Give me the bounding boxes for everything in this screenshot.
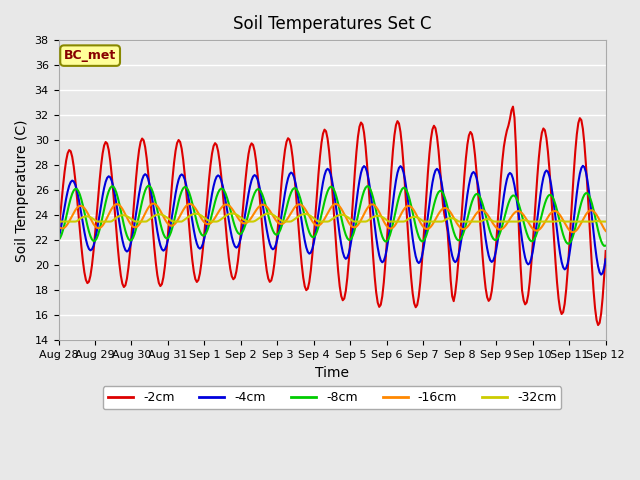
- -2cm: [366, 207, 374, 213]
- -4cm: [157, 242, 164, 248]
- -8cm: [145, 183, 152, 189]
- -32cm: [400, 219, 408, 225]
- -16cm: [536, 226, 544, 231]
- Line: -8cm: -8cm: [58, 186, 605, 246]
- -32cm: [54, 218, 62, 224]
- -32cm: [538, 219, 546, 225]
- -32cm: [72, 219, 79, 225]
- -32cm: [369, 214, 377, 220]
- -2cm: [536, 140, 544, 146]
- -16cm: [398, 209, 406, 215]
- -16cm: [386, 226, 394, 231]
- -4cm: [397, 163, 404, 169]
- -8cm: [158, 227, 166, 232]
- Line: -32cm: -32cm: [58, 214, 605, 222]
- -16cm: [368, 202, 376, 207]
- -16cm: [149, 201, 157, 206]
- -4cm: [602, 256, 609, 262]
- -16cm: [54, 224, 62, 229]
- Legend: -2cm, -4cm, -8cm, -16cm, -32cm: -2cm, -4cm, -8cm, -16cm, -32cm: [103, 386, 561, 409]
- -32cm: [158, 212, 166, 217]
- -4cm: [54, 236, 62, 242]
- -2cm: [509, 104, 517, 109]
- -2cm: [54, 231, 62, 237]
- Title: Soil Temperatures Set C: Soil Temperatures Set C: [233, 15, 431, 33]
- -4cm: [385, 236, 392, 242]
- -4cm: [579, 163, 587, 168]
- -16cm: [158, 211, 166, 216]
- -8cm: [54, 237, 62, 243]
- Text: BC_met: BC_met: [64, 49, 116, 62]
- Y-axis label: Soil Temperature (C): Soil Temperature (C): [15, 119, 29, 262]
- -32cm: [228, 211, 236, 216]
- -32cm: [602, 219, 609, 225]
- -2cm: [397, 129, 404, 135]
- Line: -2cm: -2cm: [58, 107, 605, 325]
- -2cm: [70, 164, 77, 169]
- -8cm: [386, 232, 394, 238]
- -4cm: [70, 179, 77, 184]
- -16cm: [602, 228, 609, 234]
- -4cm: [535, 204, 543, 210]
- -8cm: [368, 190, 376, 195]
- X-axis label: Time: Time: [315, 366, 349, 380]
- -16cm: [70, 210, 77, 216]
- -4cm: [597, 272, 605, 277]
- -8cm: [602, 243, 609, 249]
- -2cm: [602, 248, 609, 254]
- -2cm: [157, 283, 164, 289]
- -8cm: [600, 243, 608, 249]
- -16cm: [568, 229, 576, 235]
- -2cm: [595, 322, 602, 328]
- -32cm: [56, 219, 64, 225]
- -8cm: [70, 188, 77, 193]
- -8cm: [536, 218, 544, 224]
- -32cm: [388, 219, 396, 225]
- -8cm: [398, 186, 406, 192]
- Line: -16cm: -16cm: [58, 204, 605, 232]
- -4cm: [366, 186, 374, 192]
- Line: -4cm: -4cm: [58, 166, 605, 275]
- -2cm: [385, 215, 392, 221]
